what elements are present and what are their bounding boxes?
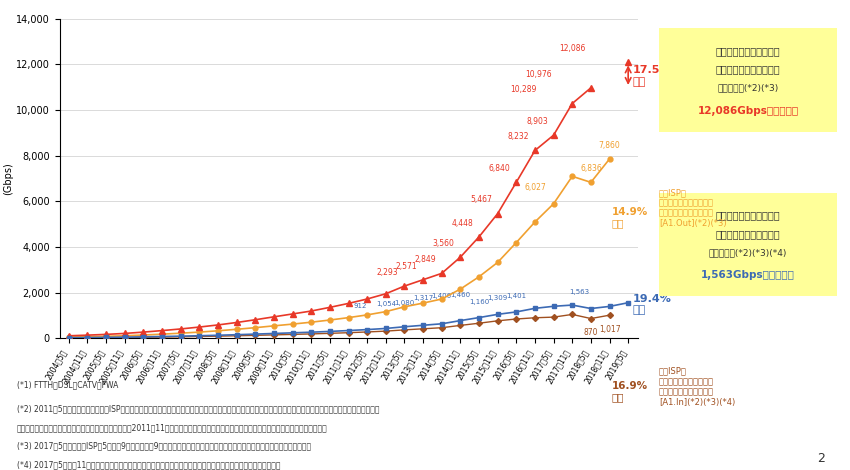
Text: 1,309: 1,309 — [488, 295, 507, 301]
Text: 該トラヒックを区別することが可能となったため、2011年11月より当該トラヒックを除く形でトラヒックの集計・試算を行うこととした。: 該トラヒックを区別することが可能となったため、2011年11月より当該トラヒック… — [17, 423, 328, 432]
Text: (*2) 2011年5月以前は、一部の協力ISPとブロードバンドサービス契約者との間のトラヒックに携帯電話網との間の移動通信トラヒックの一部が含まれていたが、当: (*2) 2011年5月以前は、一部の協力ISPとブロードバンドサービス契約者と… — [17, 404, 379, 413]
Text: 1,317: 1,317 — [413, 295, 434, 301]
Text: 1,563: 1,563 — [570, 290, 590, 295]
Text: 1,563Gbps（推定値）: 1,563Gbps（推定値） — [701, 270, 795, 281]
Text: 12,086: 12,086 — [559, 44, 586, 54]
Text: 1,080: 1,080 — [394, 300, 415, 306]
Text: 1,160: 1,160 — [469, 298, 489, 305]
Text: 14.9%
増加: 14.9% 増加 — [612, 207, 649, 228]
Text: 2,849: 2,849 — [414, 255, 436, 264]
Text: 1,401: 1,401 — [507, 293, 526, 299]
Text: 契約者の総ダウンロード: 契約者の総ダウンロード — [716, 64, 780, 75]
Text: 1,460: 1,460 — [450, 292, 470, 298]
Text: 1,054: 1,054 — [376, 301, 396, 307]
Text: 10,976: 10,976 — [524, 70, 552, 78]
Text: 6,840: 6,840 — [489, 164, 511, 173]
Text: トラヒック(*2)(*3)(*4): トラヒック(*2)(*3)(*4) — [709, 248, 787, 257]
FancyBboxPatch shape — [649, 188, 846, 301]
Text: 8,903: 8,903 — [526, 117, 547, 126]
Text: 1,017: 1,017 — [598, 325, 620, 334]
Text: 契約者の総アップロード: 契約者の総アップロード — [716, 229, 780, 239]
FancyBboxPatch shape — [649, 23, 846, 137]
Text: 8,232: 8,232 — [507, 133, 529, 141]
Text: 16.9%
増加: 16.9% 増加 — [612, 381, 648, 402]
Text: 1,406: 1,406 — [432, 293, 452, 299]
Text: 10,289: 10,289 — [511, 86, 537, 94]
Text: 7,860: 7,860 — [598, 141, 620, 150]
Text: 4,448: 4,448 — [451, 219, 473, 228]
Text: 我が国のブロードバンド: 我が国のブロードバンド — [716, 46, 780, 56]
Text: 12,086Gbps（推定値）: 12,086Gbps（推定値） — [698, 106, 798, 116]
Text: 6,027: 6,027 — [524, 183, 546, 192]
Text: 6,836: 6,836 — [580, 164, 602, 173]
Text: 協力ISPの
ブロードバンド契約者の
アップロードトラヒック
[A1.In](*2)(*3)(*4): 協力ISPの ブロードバンド契約者の アップロードトラヒック [A1.In](*… — [659, 367, 735, 407]
Text: 2: 2 — [817, 452, 824, 465]
Text: (*4) 2017年5月から11月までの期間に、協力事業者の一部において計測方法を見直したため、不連続が生じている。: (*4) 2017年5月から11月までの期間に、協力事業者の一部において計測方法… — [17, 461, 280, 470]
Text: 協力ISPの
ブロードバンド契約者の
ダウンロードトラヒック
[A1.Out](*2)(*3): 協力ISPの ブロードバンド契約者の ダウンロードトラヒック [A1.Out](… — [659, 188, 727, 228]
Text: 3,560: 3,560 — [433, 239, 455, 248]
Text: 2,571: 2,571 — [395, 262, 417, 271]
Text: 19.4%
増加: 19.4% 増加 — [632, 294, 672, 315]
Y-axis label: (Gbps): (Gbps) — [3, 162, 13, 195]
Text: 870: 870 — [584, 328, 598, 337]
Text: 我が国のブロードバンド: 我が国のブロードバンド — [716, 211, 780, 220]
Text: 912: 912 — [354, 303, 367, 309]
Text: (*3) 2017年5月より協力ISPが5社から9社に増加し、9社からの情報による集計値及び推定値としたため、不連続が生じている。: (*3) 2017年5月より協力ISPが5社から9社に増加し、9社からの情報によ… — [17, 442, 311, 451]
Text: トラヒック(*2)(*3): トラヒック(*2)(*3) — [717, 84, 779, 93]
Text: 2,293: 2,293 — [377, 268, 399, 277]
Text: (*1) FTTH、DSL、CATV、FWA: (*1) FTTH、DSL、CATV、FWA — [17, 381, 118, 390]
Text: 5,467: 5,467 — [470, 196, 492, 204]
Text: 17.5%
増加: 17.5% 増加 — [632, 65, 671, 86]
